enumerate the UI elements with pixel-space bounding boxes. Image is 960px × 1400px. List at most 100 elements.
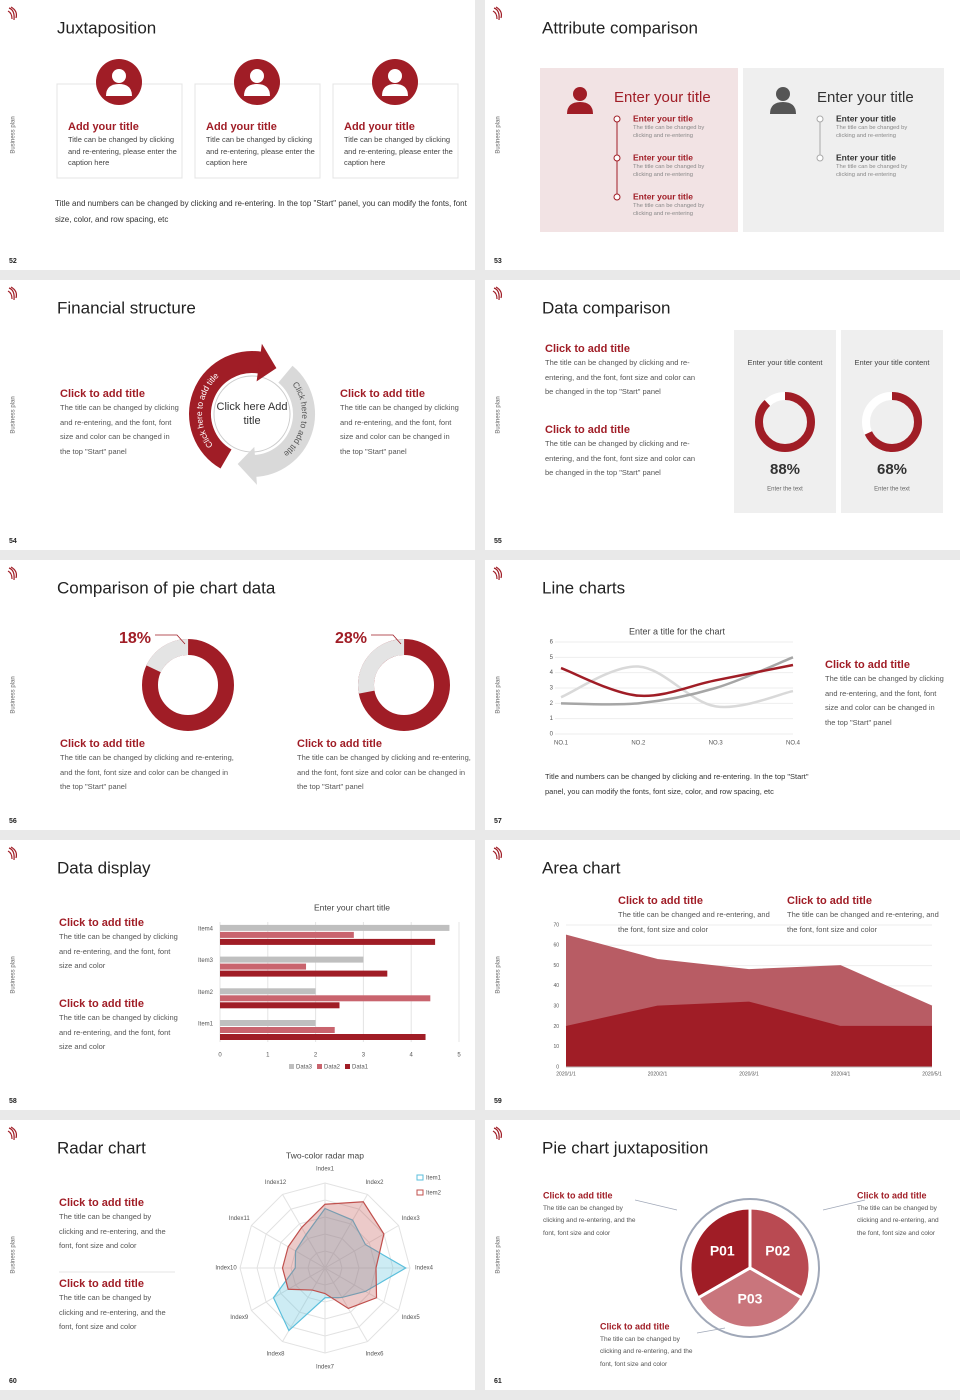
text-block: The title can be changed by clicking and… xyxy=(340,403,459,456)
text-block: The title can be changed by clicking and… xyxy=(545,358,695,396)
x-tick-label: 0 xyxy=(218,1053,222,1059)
slide-title: Pie chart juxtaposition xyxy=(542,1138,708,1157)
logo xyxy=(492,286,503,301)
paragraph: The title can be changed by clicking and… xyxy=(633,203,705,218)
axis-label: Index11 xyxy=(229,1216,251,1222)
item-title: Enter your title xyxy=(836,152,896,162)
donut-value xyxy=(358,639,450,732)
slide: Business plan 59 Area chart Click to add ti… xyxy=(485,840,960,1110)
chart-title: Enter your chart title xyxy=(314,902,390,912)
paragraph: The title can be changed and re-entering… xyxy=(787,910,939,934)
logo xyxy=(492,6,503,21)
y-tick-label: 10 xyxy=(553,1044,559,1050)
y-tick-label: 5 xyxy=(550,655,554,661)
side-label: Business plan xyxy=(11,396,17,433)
arrow-head-red xyxy=(256,343,277,382)
text-block: The title can be changed by clicking and… xyxy=(633,164,705,179)
radar-area xyxy=(272,1207,407,1332)
radar-spoke xyxy=(324,1225,399,1269)
block-title: Click to add title xyxy=(545,343,630,355)
x-tick-label: NO.3 xyxy=(709,741,724,747)
logo xyxy=(7,566,18,581)
y-tick-label: Item2 xyxy=(198,990,214,996)
block-title: Click to add title xyxy=(60,388,145,400)
slide-title: Financial structure xyxy=(57,298,196,317)
paragraph: The title can be changed by clicking and… xyxy=(59,932,178,971)
x-tick-label: 5 xyxy=(457,1053,461,1059)
axis-label: Index4 xyxy=(415,1266,434,1272)
icon-body xyxy=(770,102,796,114)
block-title: Click to add title xyxy=(543,1190,613,1200)
text-block: The title can be changed by clicking and… xyxy=(59,932,178,971)
paragraph: The title can be changed by clicking and… xyxy=(836,125,908,140)
paragraph: The title can be changed by clicking and… xyxy=(297,753,471,792)
donut-value xyxy=(142,639,235,731)
connector xyxy=(696,1327,726,1334)
outer-ring xyxy=(680,1198,820,1338)
paragraph: The title can be changed by clicking and… xyxy=(545,439,696,478)
text-block: Title and numbers can be changed by clic… xyxy=(545,772,809,796)
pie-segment xyxy=(695,1266,805,1330)
bar xyxy=(220,1034,426,1040)
axis-label: Index2 xyxy=(365,1180,384,1186)
slide-title: Juxtaposition xyxy=(57,18,156,37)
paragraph: The title can be changed by clicking and… xyxy=(633,164,705,179)
logo xyxy=(492,1126,503,1141)
panel-heading: Enter your title content xyxy=(747,358,823,367)
y-tick-label: 6 xyxy=(550,640,554,646)
text-block: The title can be changed and re-entering… xyxy=(618,910,770,934)
bar xyxy=(220,1027,335,1033)
legend-swatch xyxy=(416,1189,424,1196)
arrow-head-gray xyxy=(237,446,257,485)
paragraph: The title can be changed by clicking and… xyxy=(825,674,944,727)
y-tick-label: Item3 xyxy=(198,958,214,964)
slide: Business plan 60 Radar chart Click to add t… xyxy=(0,1120,475,1390)
block-title: Click to add title xyxy=(59,1278,144,1290)
text-block: The title can be changed by clicking and… xyxy=(60,753,234,791)
legend-swatch xyxy=(345,1064,350,1069)
side-label: Business plan xyxy=(11,676,17,713)
connector xyxy=(634,1199,678,1211)
text-block: The title can be changed by clicking and… xyxy=(825,674,944,727)
axis-label: Index9 xyxy=(230,1315,249,1321)
block-title: Click to add title xyxy=(340,388,425,400)
page-number: 52 xyxy=(9,258,17,265)
x-tick-label: 4 xyxy=(410,1053,414,1059)
segment-label: P03 xyxy=(738,1291,763,1307)
y-tick-label: 30 xyxy=(553,1003,559,1009)
bar xyxy=(220,995,431,1002)
page-number: 53 xyxy=(494,258,502,265)
icon-head xyxy=(112,69,126,83)
axis-label: Index1 xyxy=(316,1167,335,1173)
paragraph: The title can be changed by clicking and… xyxy=(633,125,705,140)
donut-value xyxy=(862,392,922,452)
item-title: Enter your title xyxy=(633,152,693,162)
paragraph: Title and numbers can be changed by clic… xyxy=(545,772,809,796)
slide: Business plan 56 Comparison of pie chart d… xyxy=(0,560,475,830)
page-number: 61 xyxy=(494,1378,502,1385)
bar xyxy=(220,956,364,963)
logo xyxy=(492,566,503,581)
bar xyxy=(220,988,316,995)
bar xyxy=(220,963,307,970)
radar-spoke xyxy=(282,1194,326,1269)
card-title: Add your title xyxy=(344,121,415,133)
axis-label: Index12 xyxy=(265,1180,287,1186)
paragraph: The title can be changed by clicking and… xyxy=(60,403,179,456)
timeline-dot xyxy=(613,154,621,162)
axis-label: Index3 xyxy=(402,1216,421,1222)
slide: Business plan 52 Juxtaposition Add your tit… xyxy=(0,0,475,270)
logo xyxy=(7,6,18,21)
side-label: Business plan xyxy=(11,956,17,993)
text-block: The title can be changed by clicking and… xyxy=(600,1336,693,1368)
panel-heading: Enter your title xyxy=(614,89,711,106)
axis-label: Index7 xyxy=(316,1365,335,1371)
area-edge xyxy=(565,1001,932,1027)
text-block: The title can be changed by clicking and… xyxy=(59,1212,166,1250)
radar-area xyxy=(281,1201,385,1310)
bar xyxy=(220,938,436,945)
x-tick-label: 2020/3/1 xyxy=(739,1071,759,1077)
paragraph: The title can be changed by clicking and… xyxy=(600,1336,693,1368)
slide-background xyxy=(0,560,475,830)
